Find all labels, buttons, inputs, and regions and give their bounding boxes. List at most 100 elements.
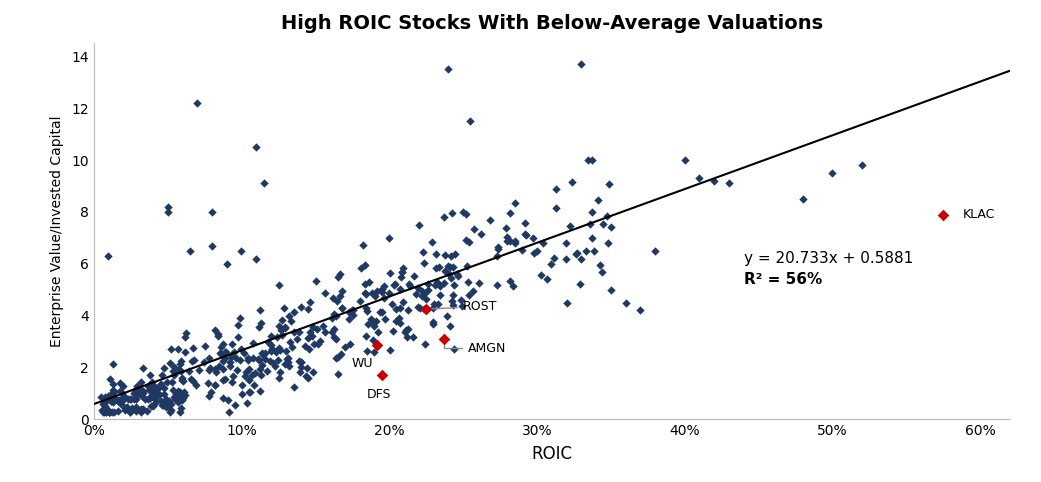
Point	[548, 204, 564, 212]
Point	[144, 378, 160, 386]
Point	[174, 374, 191, 382]
Point	[136, 395, 153, 403]
Point	[250, 323, 266, 331]
Point	[144, 392, 160, 400]
Point	[356, 280, 373, 288]
Point	[533, 271, 550, 279]
Point	[365, 336, 382, 344]
Point	[309, 340, 326, 348]
Point	[525, 234, 541, 241]
Point	[111, 379, 128, 387]
Point	[112, 398, 129, 406]
Point	[328, 354, 345, 362]
Point	[293, 303, 309, 311]
Point	[242, 388, 258, 396]
Point	[103, 397, 120, 405]
Point	[601, 240, 617, 247]
Point	[157, 403, 174, 411]
Point	[273, 326, 289, 334]
Point	[324, 314, 340, 321]
Point	[228, 366, 245, 374]
Point	[127, 387, 144, 394]
Point	[935, 211, 951, 218]
Point	[232, 314, 249, 322]
Point	[211, 348, 228, 356]
Point	[251, 356, 268, 364]
Point	[405, 272, 422, 280]
Point	[417, 305, 434, 313]
Point	[239, 399, 256, 407]
Point	[386, 281, 403, 289]
Point	[106, 408, 123, 415]
Point	[281, 312, 298, 320]
Point	[122, 395, 138, 402]
Point	[278, 355, 295, 362]
Point	[159, 203, 176, 211]
Point	[443, 297, 460, 305]
Point	[97, 393, 113, 401]
Point	[172, 395, 188, 402]
Point	[222, 358, 238, 366]
Point	[298, 372, 314, 380]
Point	[558, 299, 575, 307]
Point	[178, 329, 195, 337]
Point	[252, 388, 269, 395]
Point	[489, 246, 506, 254]
Point	[142, 371, 158, 379]
Point	[251, 306, 268, 313]
Point	[299, 364, 315, 372]
Point	[370, 342, 386, 349]
Point	[417, 295, 434, 303]
Point	[277, 323, 294, 331]
Point	[132, 385, 149, 392]
Point	[562, 222, 579, 229]
Point	[240, 365, 257, 373]
Point	[498, 224, 514, 232]
Point	[356, 261, 373, 269]
Point	[426, 300, 442, 308]
Point	[204, 208, 221, 216]
Point	[582, 220, 599, 228]
Point	[505, 282, 522, 290]
Text: DFS: DFS	[366, 388, 391, 401]
Point	[358, 348, 375, 355]
Point	[413, 287, 430, 295]
Point	[324, 328, 340, 336]
Point	[312, 337, 329, 345]
Point	[558, 239, 575, 247]
Point	[185, 377, 202, 385]
Point	[573, 60, 589, 68]
Point	[357, 304, 374, 312]
Point	[253, 371, 270, 378]
Point	[256, 355, 273, 363]
Point	[301, 328, 318, 336]
Point	[127, 407, 144, 415]
Point	[150, 389, 167, 397]
Point	[507, 237, 524, 244]
Point	[138, 407, 155, 415]
Point	[110, 396, 127, 403]
Point	[233, 247, 250, 254]
Point	[129, 391, 146, 399]
Point	[208, 369, 225, 376]
Point	[232, 346, 249, 353]
Point	[446, 281, 462, 289]
Point	[428, 264, 445, 272]
Point	[294, 363, 310, 371]
Point	[446, 301, 462, 309]
Point	[392, 273, 409, 281]
Point	[409, 303, 426, 311]
Point	[176, 388, 193, 396]
Point	[156, 390, 173, 398]
Point	[329, 297, 346, 305]
Point	[274, 316, 290, 323]
Point	[107, 395, 124, 403]
Point	[142, 393, 158, 401]
Point	[102, 408, 119, 415]
Point	[153, 397, 170, 404]
Point	[214, 365, 231, 373]
Point	[436, 267, 453, 275]
Point	[112, 400, 129, 408]
Point	[100, 252, 117, 260]
Point	[257, 349, 274, 357]
